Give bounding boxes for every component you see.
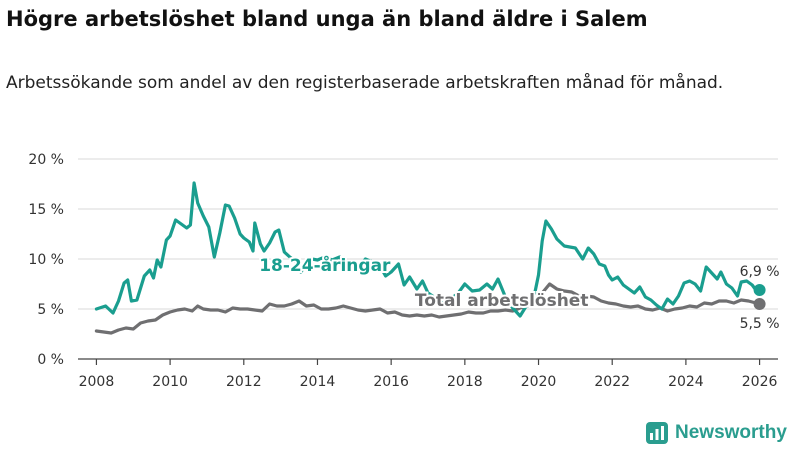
x-tick-label: 2024 xyxy=(668,374,704,390)
x-tick-label: 2014 xyxy=(300,374,336,390)
y-tick-label: 20 % xyxy=(28,152,64,168)
end-marker-total xyxy=(753,298,766,310)
x-tick-label: 2026 xyxy=(742,374,778,390)
end-label-youth: 6,9 % xyxy=(740,264,780,280)
y-tick-label: 15 % xyxy=(28,202,64,218)
gridlines xyxy=(78,158,778,310)
series-labels: 6,9 % 5,5 % 18-24-åringar Total arbetslöshe… xyxy=(257,252,780,332)
x-tick-label: 2010 xyxy=(152,374,188,390)
x-tick-label: 2016 xyxy=(373,374,409,390)
y-tick-label: 0 % xyxy=(37,352,64,368)
y-tick-label: 10 % xyxy=(28,252,64,268)
brand-name: Newsworthy xyxy=(675,422,787,443)
x-tick-label: 2020 xyxy=(521,374,557,390)
x-tick-label: 2018 xyxy=(447,374,483,390)
x-tick-label: 2022 xyxy=(594,374,630,390)
series-annotation-total: Total arbetslöshet xyxy=(415,291,589,311)
x-tick-label: 2008 xyxy=(79,374,115,390)
y-axis-ticks: 0 % 5 % 10 % 15 % 20 % xyxy=(28,152,64,368)
series-annotation-youth: 18-24-åringar xyxy=(259,254,391,276)
chart-title: Högre arbetslöshet bland unga än bland ä… xyxy=(6,7,648,31)
series-line-youth xyxy=(94,181,762,318)
newsworthy-logo: Newsworthy xyxy=(645,419,787,447)
series-lines xyxy=(94,181,766,335)
end-label-total: 5,5 % xyxy=(740,316,780,332)
series-line-total xyxy=(94,282,762,335)
bar-chart-icon xyxy=(646,422,668,444)
y-tick-label: 5 % xyxy=(37,302,64,318)
x-axis: 2008 2010 2012 2014 2016 2018 2020 2022 2024 2026 xyxy=(78,358,778,390)
x-tick-label: 2012 xyxy=(226,374,262,390)
end-marker-youth xyxy=(753,284,766,296)
chart-subtitle: Arbetssökande som andel av den registerb… xyxy=(6,73,724,93)
